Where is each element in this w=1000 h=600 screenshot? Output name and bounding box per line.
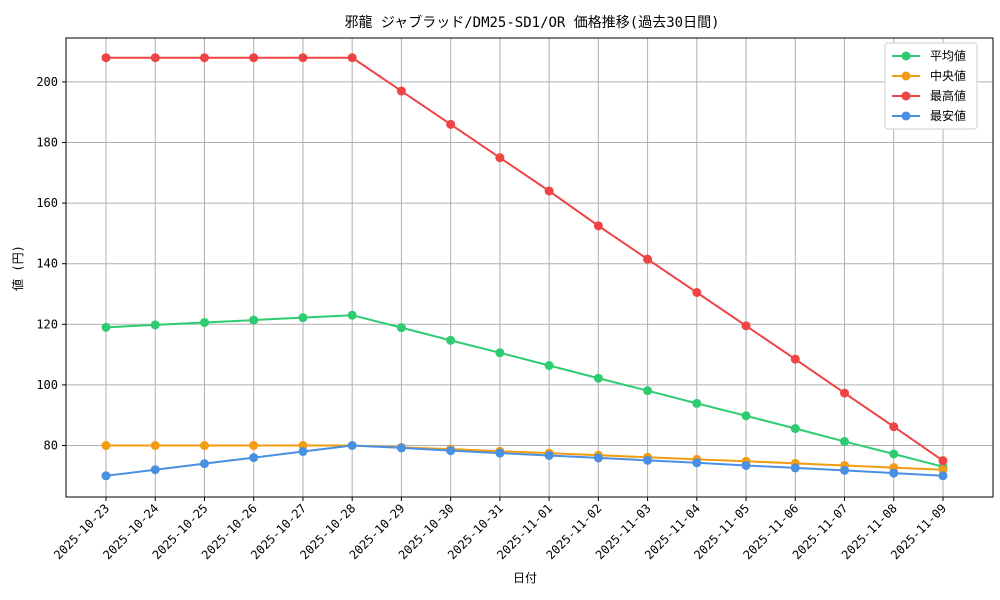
data-point — [347, 53, 357, 63]
data-point — [396, 86, 406, 96]
data-point — [150, 320, 160, 330]
legend-label: 最高値 — [930, 88, 966, 103]
legend-marker — [901, 71, 911, 81]
data-point — [101, 440, 111, 450]
series-3 — [101, 440, 948, 481]
y-tick-label: 200 — [36, 75, 58, 89]
data-point — [495, 448, 505, 458]
data-point — [495, 348, 505, 358]
x-axis: 2025-10-232025-10-242025-10-252025-10-26… — [51, 497, 949, 562]
data-point — [495, 153, 505, 163]
data-point — [593, 373, 603, 383]
series-2 — [101, 53, 948, 466]
data-point — [790, 354, 800, 364]
data-point — [643, 455, 653, 465]
data-point — [101, 322, 111, 332]
x-axis-label: 日付 — [513, 571, 537, 585]
y-tick-label: 140 — [36, 257, 58, 271]
legend-label: 中央値 — [930, 68, 966, 83]
data-point — [199, 440, 209, 450]
data-point — [593, 221, 603, 231]
data-point — [199, 317, 209, 327]
legend-label: 最安値 — [930, 108, 966, 123]
data-point — [347, 310, 357, 320]
data-point — [396, 323, 406, 333]
data-point — [249, 315, 259, 325]
data-point — [249, 53, 259, 63]
data-point — [593, 453, 603, 463]
legend-marker — [901, 91, 911, 101]
data-point — [790, 424, 800, 434]
series-0 — [101, 310, 948, 472]
data-point — [101, 471, 111, 481]
data-point — [840, 437, 850, 447]
data-point — [199, 459, 209, 469]
data-point — [298, 53, 308, 63]
data-point — [840, 465, 850, 475]
series-line — [105, 444, 944, 477]
data-point — [840, 388, 850, 398]
data-point — [741, 411, 751, 421]
data-point — [150, 440, 160, 450]
data-point — [938, 471, 948, 481]
legend-marker — [901, 51, 911, 61]
data-point — [446, 119, 456, 129]
data-point — [692, 287, 702, 297]
y-axis: 80 100 120 140 160 180 200 — [36, 75, 66, 452]
data-point — [643, 386, 653, 396]
data-point — [741, 460, 751, 470]
data-point — [692, 458, 702, 468]
data-point — [889, 468, 899, 478]
data-point — [643, 254, 653, 264]
y-tick-label: 120 — [36, 317, 58, 331]
data-point — [249, 440, 259, 450]
series-line — [106, 56, 944, 462]
series-line — [106, 444, 944, 471]
data-point — [544, 186, 554, 196]
data-point — [396, 443, 406, 453]
y-tick-label: 100 — [36, 378, 58, 392]
y-axis-label: 値 (円) — [10, 245, 25, 291]
y-tick-label: 80 — [44, 438, 58, 452]
legend-box — [884, 42, 978, 130]
data-point — [150, 53, 160, 63]
y-tick-label: 160 — [36, 196, 58, 210]
data-point — [446, 446, 456, 456]
data-point — [889, 422, 899, 432]
data-point — [544, 361, 554, 371]
series-line — [105, 314, 944, 468]
data-point — [790, 463, 800, 473]
series-layer — [101, 53, 948, 481]
data-point — [101, 53, 111, 63]
data-point — [347, 440, 357, 450]
plot-frame — [65, 37, 994, 498]
legend-marker — [901, 111, 911, 121]
data-point — [199, 53, 209, 63]
y-tick-label: 180 — [36, 136, 58, 150]
data-point — [249, 453, 259, 463]
data-point — [298, 447, 308, 457]
chart-title: 邪龍 ジャブラッド/DM25-SD1/OR 価格推移(過去30日間) — [344, 14, 719, 31]
data-point — [938, 456, 948, 466]
legend-label: 平均値 — [930, 48, 966, 63]
data-point — [741, 321, 751, 331]
grid — [66, 38, 993, 497]
data-point — [544, 450, 554, 460]
data-point — [889, 449, 899, 459]
data-point — [150, 465, 160, 475]
data-point — [298, 313, 308, 323]
data-point — [446, 335, 456, 345]
data-point — [692, 398, 702, 408]
